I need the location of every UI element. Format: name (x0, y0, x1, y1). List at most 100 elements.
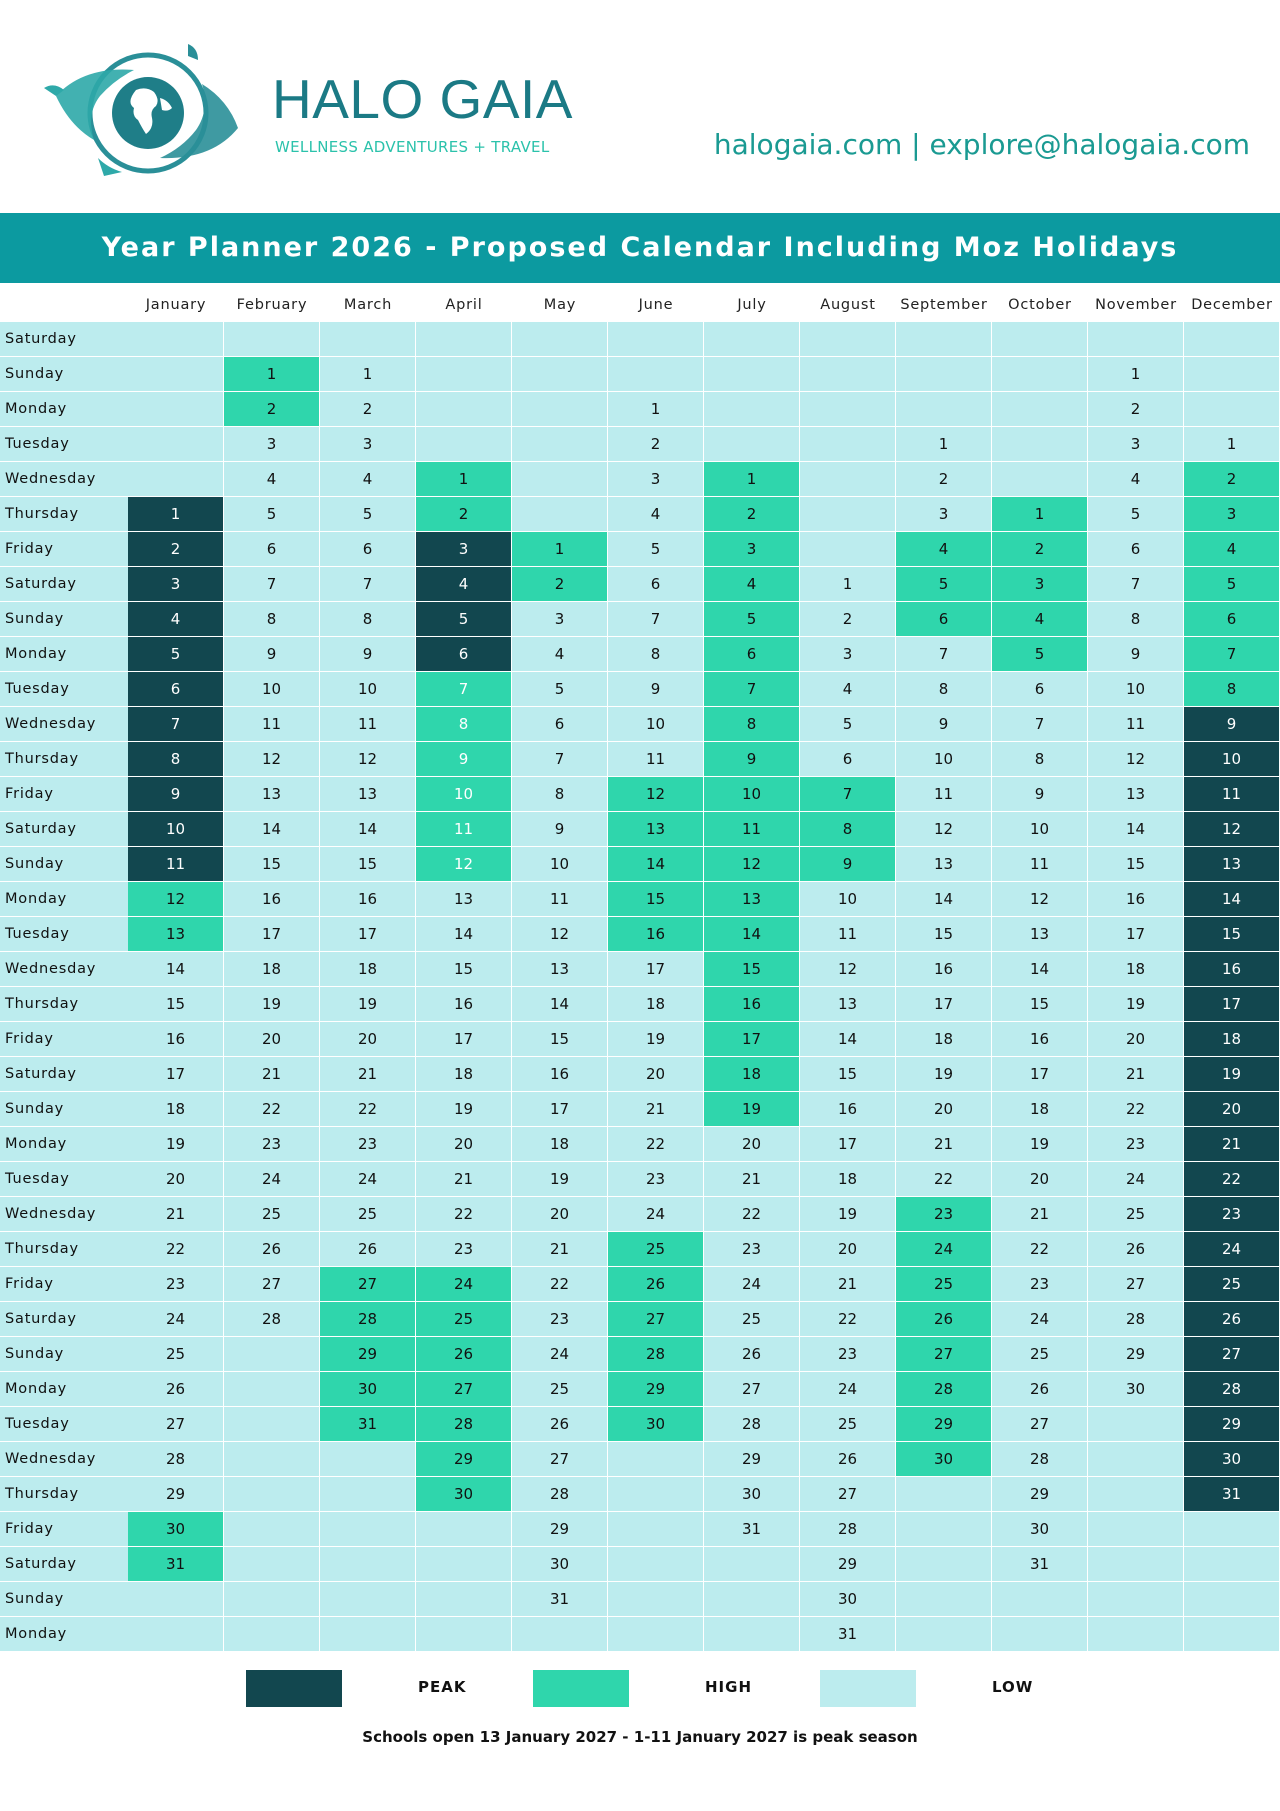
day-cell: 2 (128, 532, 224, 567)
day-cell: 16 (224, 882, 320, 917)
day-cell: 12 (320, 742, 416, 777)
day-cell (1184, 357, 1280, 392)
weekday-label: Tuesday (0, 917, 128, 952)
weekday-label: Sunday (0, 602, 128, 637)
day-cell: 6 (128, 672, 224, 707)
day-cell: 29 (896, 1407, 992, 1442)
day-cell (800, 427, 896, 462)
day-cell: 23 (512, 1302, 608, 1337)
day-cell (896, 322, 992, 357)
day-cell: 10 (224, 672, 320, 707)
day-cell: 17 (224, 917, 320, 952)
day-cell: 23 (896, 1197, 992, 1232)
day-cell: 31 (128, 1547, 224, 1582)
day-cell: 18 (128, 1092, 224, 1127)
day-cell: 13 (608, 812, 704, 847)
day-cell (416, 1582, 512, 1617)
day-cell: 1 (704, 462, 800, 497)
day-cell: 18 (224, 952, 320, 987)
day-cell: 3 (704, 532, 800, 567)
day-cell: 24 (416, 1267, 512, 1302)
day-cell: 15 (512, 1022, 608, 1057)
day-cell: 8 (224, 602, 320, 637)
day-cell: 11 (1184, 777, 1280, 812)
day-cell: 9 (512, 812, 608, 847)
day-cell: 16 (1184, 952, 1280, 987)
day-cell: 4 (992, 602, 1088, 637)
day-cell: 31 (800, 1617, 896, 1652)
day-cell: 15 (1088, 847, 1184, 882)
day-cell (128, 462, 224, 497)
day-cell: 30 (320, 1372, 416, 1407)
day-cell (320, 1617, 416, 1652)
day-cell: 8 (800, 812, 896, 847)
day-cell: 16 (128, 1022, 224, 1057)
weekday-label: Saturday (0, 812, 128, 847)
weekday-label: Friday (0, 1022, 128, 1057)
day-cell: 7 (800, 777, 896, 812)
day-cell (704, 322, 800, 357)
day-cell (704, 392, 800, 427)
day-cell: 3 (416, 532, 512, 567)
day-cell: 11 (992, 847, 1088, 882)
day-cell: 7 (416, 672, 512, 707)
day-cell: 23 (416, 1232, 512, 1267)
day-cell: 15 (608, 882, 704, 917)
month-header-april: April (445, 296, 483, 313)
day-cell: 8 (1088, 602, 1184, 637)
day-cell: 8 (896, 672, 992, 707)
day-cell: 3 (320, 427, 416, 462)
day-cell: 13 (416, 882, 512, 917)
day-cell: 10 (320, 672, 416, 707)
weekday-label: Thursday (0, 1477, 128, 1512)
day-cell (224, 1477, 320, 1512)
day-cell (128, 357, 224, 392)
day-cell: 31 (704, 1512, 800, 1547)
day-cell: 5 (704, 602, 800, 637)
day-cell: 15 (800, 1057, 896, 1092)
day-cell (896, 1547, 992, 1582)
day-cell: 29 (1088, 1337, 1184, 1372)
day-cell: 2 (896, 462, 992, 497)
day-cell: 22 (800, 1302, 896, 1337)
day-cell: 29 (1184, 1407, 1280, 1442)
day-cell: 1 (1088, 357, 1184, 392)
day-cell: 29 (512, 1512, 608, 1547)
day-cell: 24 (512, 1337, 608, 1372)
day-cell: 18 (320, 952, 416, 987)
day-cell (896, 1477, 992, 1512)
weekday-label: Wednesday (0, 1197, 128, 1232)
day-cell: 5 (896, 567, 992, 602)
day-cell: 25 (416, 1302, 512, 1337)
day-cell: 25 (512, 1372, 608, 1407)
day-cell: 14 (1088, 812, 1184, 847)
day-cell: 4 (416, 567, 512, 602)
day-cell: 19 (704, 1092, 800, 1127)
weekday-label: Sunday (0, 1092, 128, 1127)
day-cell: 26 (1184, 1302, 1280, 1337)
day-cell: 6 (320, 532, 416, 567)
day-cell: 14 (800, 1022, 896, 1057)
day-cell (128, 1582, 224, 1617)
day-cell: 29 (320, 1337, 416, 1372)
day-cell (800, 497, 896, 532)
month-header-may: May (543, 296, 577, 313)
day-cell (1088, 1477, 1184, 1512)
day-cell: 20 (896, 1092, 992, 1127)
day-cell (1088, 1407, 1184, 1442)
day-cell: 11 (704, 812, 800, 847)
day-cell: 22 (320, 1092, 416, 1127)
day-cell: 11 (224, 707, 320, 742)
weekday-label: Friday (0, 777, 128, 812)
day-cell: 22 (608, 1127, 704, 1162)
contact-info[interactable]: halogaia.com | explore@halogaia.com (713, 128, 1250, 161)
day-cell: 19 (320, 987, 416, 1022)
day-cell: 10 (800, 882, 896, 917)
day-cell: 20 (224, 1022, 320, 1057)
day-cell (608, 357, 704, 392)
day-cell: 8 (128, 742, 224, 777)
weekday-label: Monday (0, 882, 128, 917)
weekday-label: Friday (0, 1512, 128, 1547)
day-cell (224, 1407, 320, 1442)
day-cell: 7 (896, 637, 992, 672)
